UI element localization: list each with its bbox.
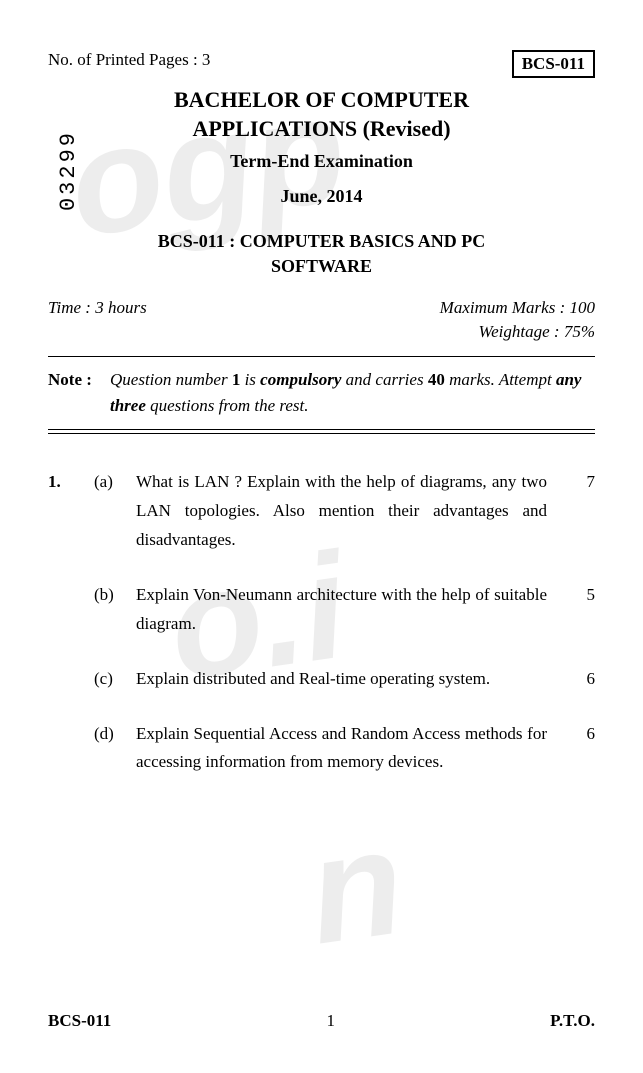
weightage: Weightage : 75%: [48, 322, 595, 342]
question-number: 1.: [48, 468, 94, 555]
question-part: (c): [94, 665, 136, 694]
question-number: [48, 665, 94, 694]
question-row: (d) Explain Sequential Access and Random…: [48, 720, 595, 778]
note-b2: compulsory: [260, 370, 341, 389]
paper-title-line-1: BCS-011 : COMPUTER BASICS AND PC: [158, 231, 486, 251]
maximum-marks: Maximum Marks : 100: [440, 298, 595, 318]
question-marks: 6: [565, 720, 595, 778]
note-p1: Question number: [110, 370, 232, 389]
top-row: No. of Printed Pages : 3 BCS-011: [48, 50, 595, 78]
page-footer: BCS-011 1 P.T.O.: [48, 1011, 595, 1031]
note-label: Note :: [48, 367, 110, 420]
degree-line-2: APPLICATIONS (Revised): [192, 116, 450, 141]
note-p5: questions from the rest.: [146, 396, 309, 415]
question-text: What is LAN ? Explain with the help of d…: [136, 468, 565, 555]
degree-title: BACHELOR OF COMPUTER APPLICATIONS (Revis…: [48, 86, 595, 143]
question-text: Explain Von-Neumann architecture with th…: [136, 581, 565, 639]
note-p4: marks. Attempt: [445, 370, 556, 389]
question-marks: 7: [565, 468, 595, 555]
note-block: Note : Question number 1 is compulsory a…: [48, 367, 595, 420]
note-text: Question number 1 is compulsory and carr…: [110, 367, 595, 420]
header-block: BACHELOR OF COMPUTER APPLICATIONS (Revis…: [48, 86, 595, 280]
degree-line-1: BACHELOR OF COMPUTER: [174, 87, 469, 112]
paper-title-line-2: SOFTWARE: [271, 256, 372, 276]
rule-double: [48, 429, 595, 434]
question-marks: 5: [565, 581, 595, 639]
questions-list: 1. (a) What is LAN ? Explain with the he…: [48, 468, 595, 777]
question-number: [48, 720, 94, 778]
serial-number: 03299: [56, 130, 81, 211]
question-row: (c) Explain distributed and Real-time op…: [48, 665, 595, 694]
question-number: [48, 581, 94, 639]
time-allowed: Time : 3 hours: [48, 298, 147, 318]
footer-page-number: 1: [326, 1011, 335, 1031]
paper-code-box: BCS-011: [512, 50, 595, 78]
note-p2: is: [240, 370, 260, 389]
note-b3: 40: [428, 370, 445, 389]
question-row: (b) Explain Von-Neumann architecture wit…: [48, 581, 595, 639]
watermark-part-3: n: [298, 794, 413, 978]
question-text: Explain Sequential Access and Random Acc…: [136, 720, 565, 778]
note-p3: and carries: [341, 370, 427, 389]
question-text: Explain distributed and Real-time operat…: [136, 665, 565, 694]
exam-date: June, 2014: [48, 186, 595, 207]
rule-top: [48, 356, 595, 357]
printed-pages-label: No. of Printed Pages : 3: [48, 50, 210, 70]
footer-right: P.T.O.: [550, 1011, 595, 1031]
question-part: (a): [94, 468, 136, 555]
question-part: (d): [94, 720, 136, 778]
question-part: (b): [94, 581, 136, 639]
footer-left: BCS-011: [48, 1011, 111, 1031]
question-row: 1. (a) What is LAN ? Explain with the he…: [48, 468, 595, 555]
exam-type: Term-End Examination: [48, 151, 595, 172]
question-marks: 6: [565, 665, 595, 694]
meta-row: Time : 3 hours Maximum Marks : 100: [48, 298, 595, 318]
paper-title: BCS-011 : COMPUTER BASICS AND PC SOFTWAR…: [48, 229, 595, 279]
